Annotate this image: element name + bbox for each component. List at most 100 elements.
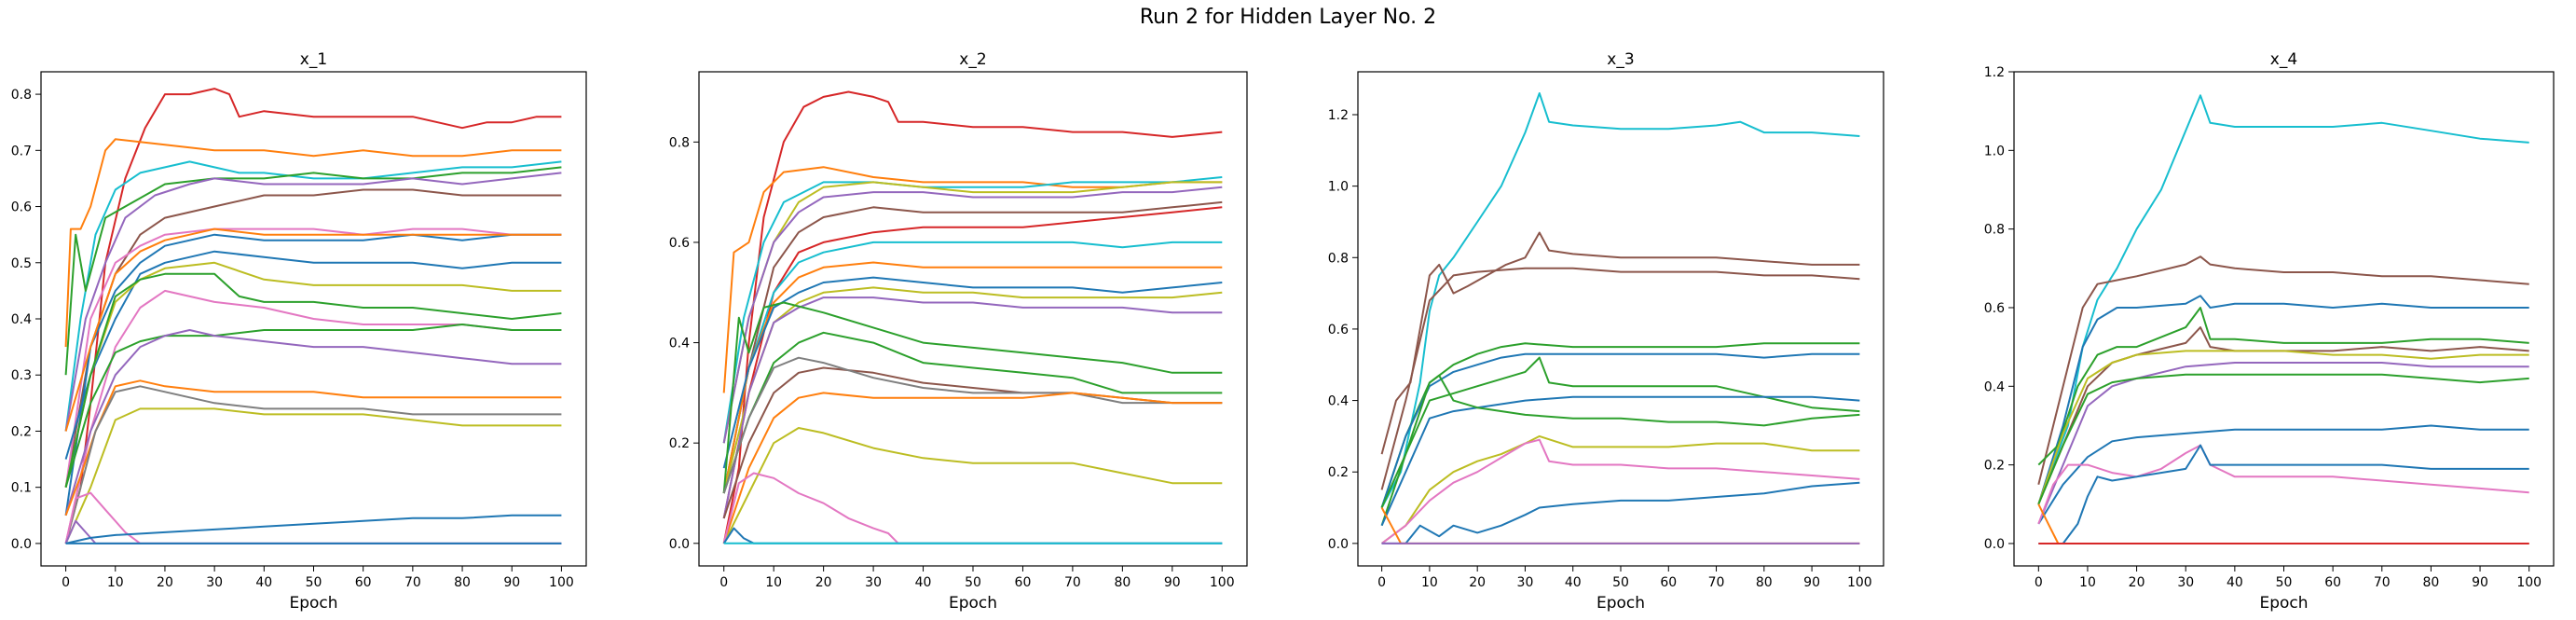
series-line-2 [64, 138, 562, 348]
x-tick-label: 100 [2516, 575, 2542, 590]
x-tick-label: 20 [2129, 575, 2145, 590]
axes-frame [1357, 71, 1884, 567]
x-tick-label: 90 [503, 575, 520, 590]
x-tick-label: 60 [2324, 575, 2341, 590]
x-tick-label: 0 [2035, 575, 2043, 590]
series-line-16 [722, 356, 1223, 494]
series-line-5 [1380, 352, 1860, 508]
y-tick-label: 0.0 [1328, 537, 1349, 552]
y-tick-label: 0.2 [669, 436, 690, 451]
series-line-11 [2038, 444, 2529, 544]
series-line-13 [722, 301, 1223, 494]
series-line-12 [64, 272, 562, 488]
series-group [1380, 92, 1860, 544]
x-axis-label: Epoch [949, 594, 997, 613]
series-line-19 [64, 491, 562, 544]
x-tick-label: 90 [1164, 575, 1181, 590]
series-line-7 [1380, 395, 1860, 527]
series-line-6 [1380, 356, 1860, 527]
y-tick-label: 0.6 [1328, 323, 1349, 338]
series-line-4 [722, 181, 1223, 444]
subplot-title: x_1 [300, 50, 327, 69]
x-tick-label: 30 [206, 575, 223, 590]
y-tick-label: 0.4 [11, 312, 32, 327]
x-tick-label: 80 [1756, 575, 1773, 590]
series-line-5 [64, 172, 562, 432]
x-tick-label: 10 [765, 575, 782, 590]
x-tick-label: 0 [1377, 575, 1386, 590]
series-group [722, 90, 1223, 544]
y-tick-label: 0.3 [11, 368, 32, 383]
x-tick-label: 30 [1517, 575, 1534, 590]
series-group [64, 88, 562, 544]
series-line-5 [2037, 326, 2529, 505]
series-group [2037, 94, 2529, 544]
series-line-8 [722, 241, 1223, 494]
y-tick-label: 0.0 [1984, 537, 2005, 552]
x-tick-label: 60 [1015, 575, 1032, 590]
x-tick-label: 20 [815, 575, 832, 590]
subplot-1: 0 10 20 30 40 50 60 70 80 90 100 0.0 0.1 0.2 0.3 0.4 0.5… [11, 50, 587, 613]
subplot-3: 0 10 20 30 40 50 60 70 80 90 100 0.0 0.2 0.4 0.6 0.8 1.0… [1328, 50, 1884, 613]
series-line-4 [64, 166, 562, 376]
series-line-3 [1380, 267, 1860, 490]
x-tick-label: 80 [1114, 575, 1130, 590]
series-line-8 [64, 233, 562, 516]
x-axis-label: Epoch [289, 594, 337, 613]
series-line-16 [64, 379, 562, 517]
x-tick-label: 20 [1469, 575, 1486, 590]
x-tick-label: 90 [1803, 575, 1820, 590]
series-line-1 [2037, 94, 2529, 505]
series-line-11 [64, 261, 562, 488]
series-line-1 [1380, 92, 1860, 508]
series-line-10 [64, 250, 562, 460]
series-line-21 [65, 514, 562, 544]
x-tick-label: 90 [2472, 575, 2488, 590]
series-line-14 [722, 331, 1223, 494]
series-line-10 [2037, 444, 2529, 525]
series-line-7 [722, 206, 1223, 519]
series-line-8 [2037, 373, 2529, 505]
x-tick-label: 100 [549, 575, 574, 590]
series-line-5 [722, 186, 1223, 444]
series-line-12 [722, 296, 1223, 519]
x-tick-label: 100 [1847, 575, 1872, 590]
x-tick-label: 20 [157, 575, 173, 590]
x-tick-label: 40 [915, 575, 932, 590]
series-line-11 [1381, 481, 1860, 544]
x-tick-label: 40 [1565, 575, 1582, 590]
x-tick-label: 40 [255, 575, 272, 590]
y-tick-label: 0.4 [1984, 379, 2005, 394]
y-tick-label: 0.1 [11, 481, 32, 496]
series-line-2 [1380, 231, 1860, 455]
series-line-18 [722, 427, 1223, 544]
y-tick-label: 0.8 [1328, 251, 1349, 266]
x-tick-label: 50 [306, 575, 322, 590]
subplot-title: x_4 [2270, 50, 2297, 69]
series-line-4 [2037, 307, 2529, 466]
series-line-3 [2037, 295, 2529, 505]
series-line-15 [722, 366, 1223, 519]
series-line-7 [2037, 362, 2529, 525]
axes-frame [2013, 71, 2555, 567]
y-tick-label: 0.6 [11, 200, 32, 215]
series-line-19 [722, 472, 1223, 544]
y-tick-label: 0.2 [1328, 465, 1349, 480]
series-line-7 [64, 227, 562, 488]
x-tick-label: 70 [2374, 575, 2391, 590]
x-tick-label: 10 [2079, 575, 2096, 590]
y-tick-label: 0.6 [669, 236, 690, 251]
series-line-1 [722, 90, 1223, 544]
x-tick-label: 70 [1708, 575, 1725, 590]
series-line-9 [64, 227, 562, 432]
x-tick-label: 60 [1660, 575, 1677, 590]
y-tick-label: 0.5 [11, 256, 32, 271]
series-line-13 [64, 289, 562, 544]
x-tick-label: 80 [2422, 575, 2439, 590]
x-tick-label: 100 [1210, 575, 1235, 590]
y-tick-label: 0.8 [11, 88, 32, 103]
y-tick-label: 1.2 [1328, 108, 1349, 123]
x-tick-label: 60 [355, 575, 372, 590]
series-line-12 [2037, 503, 2529, 544]
